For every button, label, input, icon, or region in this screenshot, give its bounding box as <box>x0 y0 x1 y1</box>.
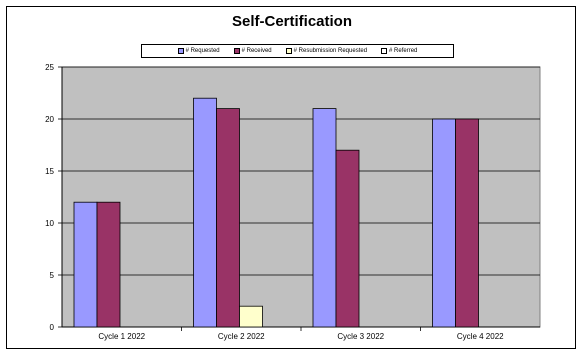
legend-item: # Received <box>233 48 272 54</box>
legend-label: # Resubmission Requested <box>293 48 368 54</box>
legend-item: # Resubmission Requested <box>285 48 368 54</box>
x-tick-label: Cycle 3 2022 <box>337 332 384 341</box>
legend-item: # Requested <box>177 48 220 54</box>
legend-label: # Requested <box>185 48 220 54</box>
y-tick-label: 5 <box>50 271 55 280</box>
bar <box>432 118 456 328</box>
x-tick-label: Cycle 4 2022 <box>457 332 504 341</box>
bar <box>455 118 479 328</box>
y-tick-label: 25 <box>45 63 54 72</box>
bar <box>96 201 121 328</box>
legend-swatch <box>233 48 240 54</box>
x-tick-label: Cycle 2 2022 <box>218 332 265 341</box>
legend-swatch <box>285 48 292 54</box>
chart-legend: # Requested # Received # Resubmission Requ… <box>141 44 454 58</box>
y-tick-label: 20 <box>45 115 54 124</box>
y-tick-label: 0 <box>50 323 55 332</box>
bar <box>193 97 217 328</box>
bar <box>216 108 240 328</box>
legend-swatch <box>381 48 388 54</box>
x-tick-label: Cycle 1 2022 <box>98 332 145 341</box>
legend-item: # Referred <box>381 48 417 54</box>
bar <box>335 149 360 328</box>
legend-label: # Referred <box>389 48 418 54</box>
bar <box>239 305 263 328</box>
bar <box>312 108 337 328</box>
chart-title: Self-Certification <box>231 13 352 30</box>
bar <box>73 201 98 328</box>
y-tick-label: 10 <box>45 219 54 228</box>
y-tick-label: 15 <box>45 167 54 176</box>
legend-swatch <box>177 48 184 54</box>
legend-label: # Received <box>241 48 272 54</box>
